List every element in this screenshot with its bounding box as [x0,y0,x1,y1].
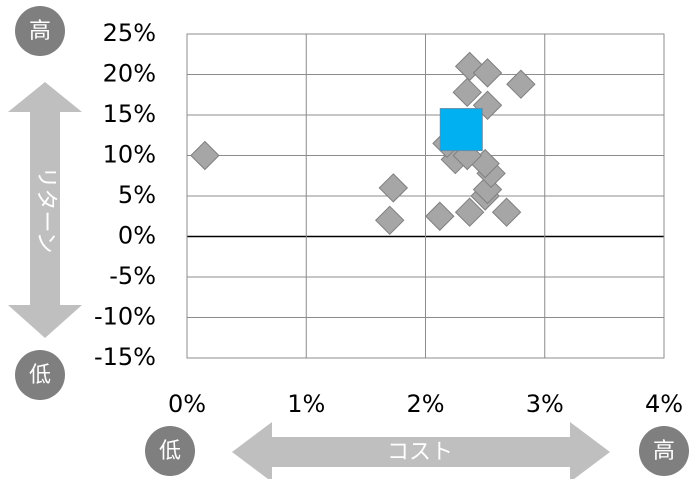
y-tick-label: 5% [118,181,156,209]
diamond-point [491,197,522,227]
x-tick-label: 3% [526,390,564,418]
cost-arrow-shape [232,422,610,479]
y-high-badge: 高 [15,6,65,56]
y-tick-label: 10% [103,141,156,169]
y-low-badge: 低 [15,350,65,400]
y-tick-labels: 25% 20% 15% 10% 5% 0% -5% -10% -15% [94,19,156,371]
y-tick-label: -5% [109,262,156,290]
y-axis-label: リターン [33,167,58,254]
diamond-point [425,201,455,231]
y-tick-label: -10% [94,303,156,331]
x-high-badge: 高 [639,426,689,476]
y-axis-arrow: リターン [8,82,82,338]
y-high-text: 高 [29,19,51,44]
diamond-point [454,197,485,227]
diamond-point [452,77,482,108]
data-points [190,51,536,236]
x-tick-label: 4% [645,390,683,418]
x-tick-labels: 0% 1% 2% 3% 4% [168,390,683,418]
y-tick-label: 25% [103,19,156,47]
y-tick-label: 15% [103,100,156,128]
diamond-point [378,173,409,203]
x-tick-label: 2% [406,390,444,418]
x-high-text: 高 [653,439,675,464]
x-low-text: 低 [159,439,181,464]
diamond-point [375,205,405,236]
y-tick-label: -15% [94,343,156,371]
x-tick-label: 1% [287,390,325,418]
diamond-point [190,140,220,171]
y-tick-label: 0% [118,222,156,250]
x-tick-label: 0% [168,390,206,418]
x-axis-arrow: コスト [232,422,610,479]
diamond-point [472,58,503,88]
grid-lines [186,33,665,359]
return-arrow-shape [8,82,82,338]
diamond-point [506,69,536,99]
highlight-point [439,108,483,152]
x-axis-label: コスト [387,440,453,465]
y-low-text: 低 [29,363,51,388]
y-tick-label: 20% [103,60,156,88]
x-low-badge: 低 [145,426,195,476]
